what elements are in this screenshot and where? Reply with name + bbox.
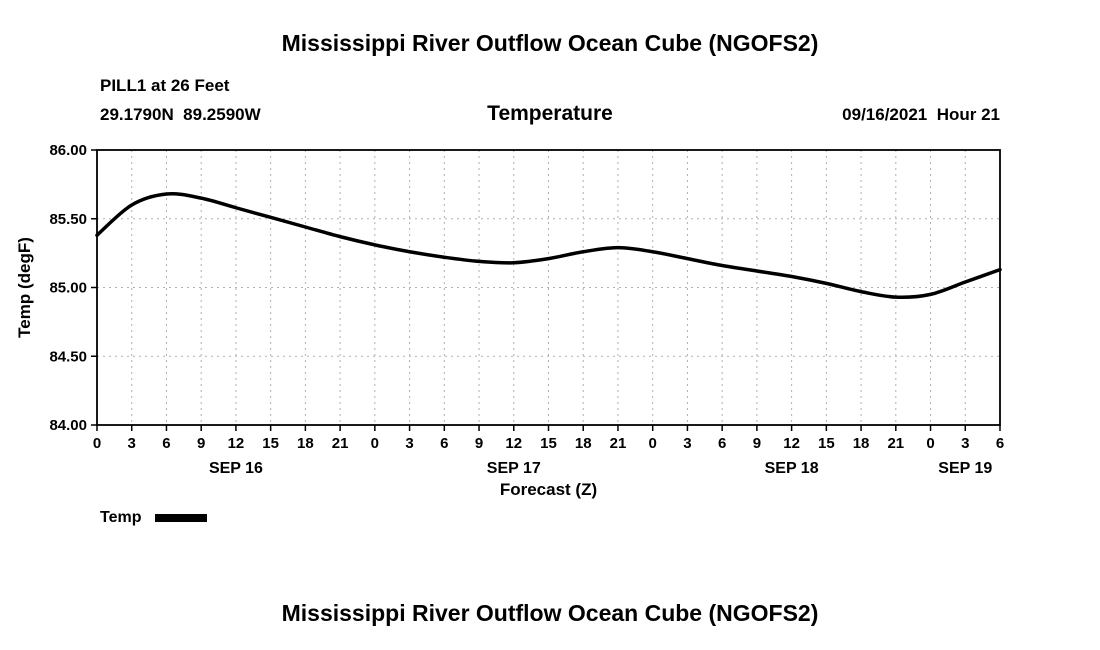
plot-title: Temperature (487, 102, 613, 125)
top-title: Mississippi River Outflow Ocean Cube (NG… (281, 30, 819, 56)
x-tick-label: 15 (262, 435, 279, 452)
coordinates-label: 29.1790N 89.2590W (100, 105, 261, 124)
day-label: SEP 18 (765, 460, 819, 477)
x-tick-label: 18 (297, 435, 314, 452)
y-axis-title: Temp (degF) (15, 237, 34, 338)
x-tick-label: 9 (475, 435, 483, 452)
day-label: SEP 17 (487, 460, 541, 477)
x-tick-label: 9 (753, 435, 761, 452)
day-label: SEP 19 (938, 460, 992, 477)
x-tick-label: 15 (540, 435, 557, 452)
x-tick-label: 12 (783, 435, 800, 452)
x-tick-label: 3 (961, 435, 969, 452)
x-tick-label: 0 (649, 435, 657, 452)
x-tick-label: 12 (228, 435, 245, 452)
x-tick-label: 12 (505, 435, 522, 452)
x-tick-label: 3 (128, 435, 136, 452)
legend-line-sample (155, 514, 208, 522)
x-tick-label: 3 (683, 435, 691, 452)
y-tick-label: 84.50 (49, 348, 87, 365)
x-tick-label: 18 (575, 435, 592, 452)
day-label: SEP 16 (209, 460, 263, 477)
x-tick-label: 0 (93, 435, 101, 452)
legend-label: Temp (100, 509, 142, 526)
x-tick-label: 0 (371, 435, 379, 452)
x-tick-label: 18 (853, 435, 870, 452)
x-tick-label: 21 (610, 435, 627, 452)
x-tick-label: 6 (718, 435, 726, 452)
plot-frame (96, 149, 1001, 426)
datetime-label: 09/16/2021 Hour 21 (842, 105, 1000, 124)
x-tick-label: 9 (197, 435, 205, 452)
y-tick-label: 85.50 (49, 211, 87, 228)
x-tick-label: 21 (887, 435, 904, 452)
x-tick-label: 6 (996, 435, 1004, 452)
y-tick-label: 86.00 (49, 142, 87, 159)
x-tick-label: 6 (440, 435, 448, 452)
x-tick-label: 15 (818, 435, 835, 452)
x-tick-label: 3 (405, 435, 413, 452)
station-label: PILL1 at 26 Feet (100, 76, 230, 95)
bottom-title: Mississippi River Outflow Ocean Cube (NG… (281, 600, 819, 626)
temp-line (95, 192, 1002, 299)
y-tick-label: 84.00 (49, 417, 87, 434)
x-tick-label: 21 (332, 435, 349, 452)
x-tick-label: 6 (162, 435, 170, 452)
x-tick-label: 0 (926, 435, 934, 452)
x-axis-title: Forecast (Z) (500, 480, 597, 499)
legend: Temp (100, 509, 208, 527)
y-tick-label: 85.00 (49, 280, 87, 297)
